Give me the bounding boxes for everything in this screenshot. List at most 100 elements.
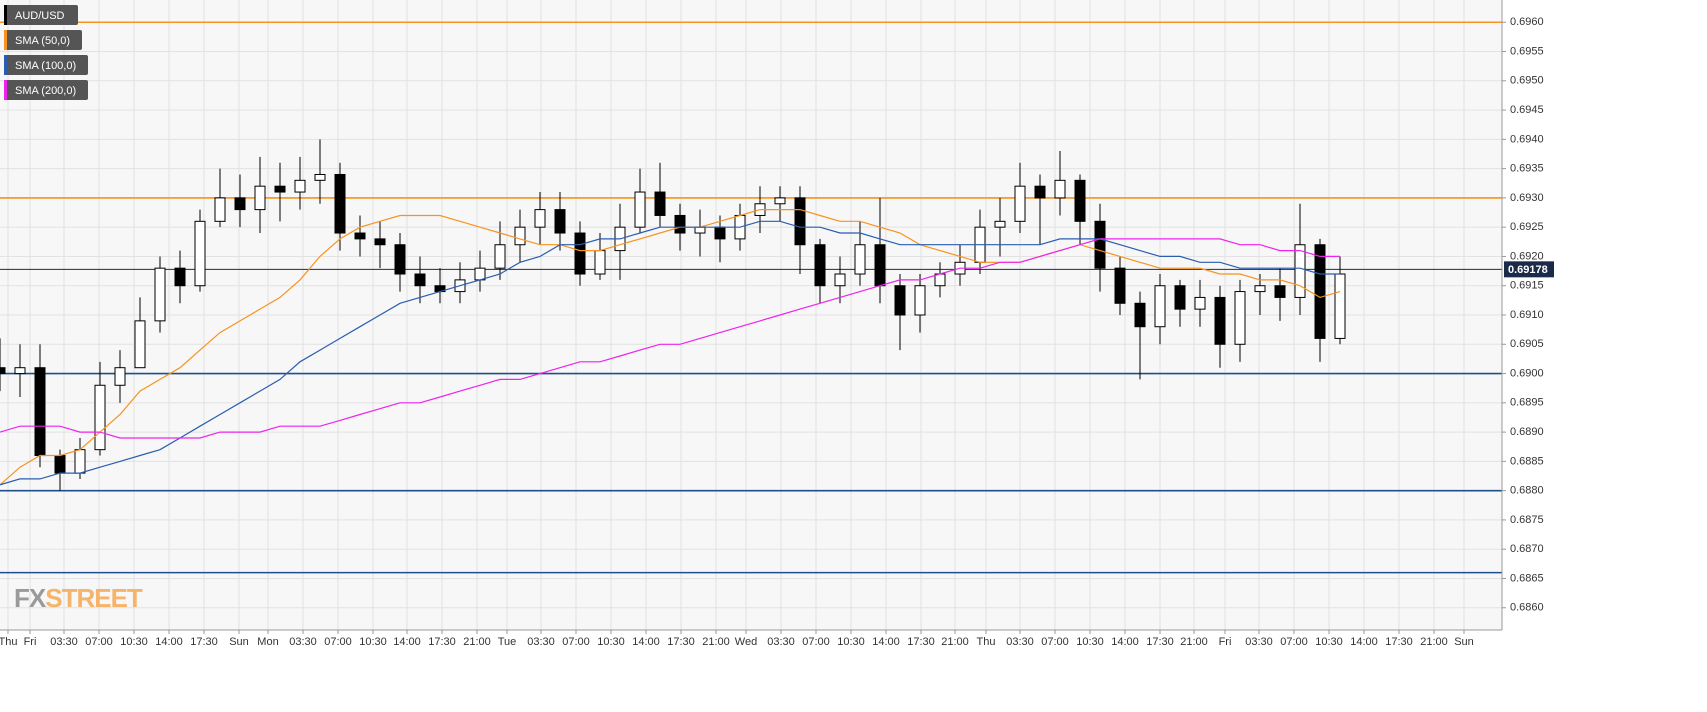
- candle-body: [134, 320, 146, 369]
- x-tick-label: 10:30: [1076, 636, 1104, 648]
- candle-body: [1014, 185, 1026, 222]
- legend-box: [4, 80, 88, 100]
- candle-body: [934, 273, 946, 287]
- x-tick-label: 10:30: [597, 636, 625, 648]
- candle-body: [14, 367, 26, 375]
- x-tick-label: 07:00: [1280, 636, 1308, 648]
- candle-body: [114, 367, 126, 386]
- x-tick-label: 21:00: [1180, 636, 1208, 648]
- candle-body: [254, 185, 266, 211]
- candle-body: [1174, 285, 1186, 310]
- y-tick-label: 0.6960: [1510, 16, 1544, 28]
- x-tick-label: Sun: [229, 636, 249, 648]
- x-tick-label: 07:00: [85, 636, 113, 648]
- sma-line: [0, 209, 1341, 486]
- x-tick-label: 10:30: [837, 636, 865, 648]
- candle-body: [514, 226, 526, 246]
- x-tick-label: 07:00: [324, 636, 352, 648]
- sma-line: [0, 220, 1340, 486]
- legend-swatch: [4, 80, 7, 100]
- candle-body: [154, 267, 166, 322]
- levels: [0, 21, 1502, 574]
- x-tick-label: 07:00: [802, 636, 830, 648]
- logo: FXSTREET: [14, 583, 143, 613]
- legend-label: SMA (50,0): [15, 35, 70, 47]
- candle-body: [334, 173, 346, 234]
- x-tick-label: Thu: [0, 636, 17, 648]
- y-tick-label: 0.6950: [1510, 75, 1544, 87]
- x-tick-label: 21:00: [941, 636, 969, 648]
- candle-body: [1234, 291, 1246, 345]
- x-tick-label: 14:00: [393, 636, 421, 648]
- candle-body: [554, 209, 566, 234]
- candle-body: [354, 232, 366, 240]
- candle-body: [774, 197, 786, 205]
- x-tick-label: 14:00: [632, 636, 660, 648]
- candle-body: [874, 244, 886, 287]
- legend-swatch: [4, 55, 7, 75]
- candle-body: [1034, 185, 1046, 199]
- candle-body: [1094, 220, 1106, 269]
- candle-body: [294, 179, 306, 193]
- candle-body: [534, 209, 546, 228]
- candle-body: [1074, 179, 1086, 222]
- x-tick-label: Thu: [977, 636, 996, 648]
- legend-swatch: [4, 30, 7, 50]
- candle-body: [94, 384, 106, 451]
- candle-body: [394, 244, 406, 275]
- x-tick-label: 17:30: [1385, 636, 1413, 648]
- candle-body: [674, 214, 686, 234]
- x-tick-label: Mon: [257, 636, 278, 648]
- y-tick-label: 0.6875: [1510, 514, 1544, 526]
- candle-body: [634, 191, 646, 228]
- candle-body: [314, 173, 326, 181]
- x-tick-label: 10:30: [359, 636, 387, 648]
- candle-body: [914, 285, 926, 316]
- y-tick-label: 0.6880: [1510, 485, 1544, 497]
- candle-body: [714, 226, 726, 240]
- legend-swatch: [4, 5, 7, 25]
- candle-body: [1134, 302, 1146, 328]
- x-tick-label: 17:30: [1146, 636, 1174, 648]
- y-tick-label: 0.6955: [1510, 45, 1544, 57]
- x-tick-label: 10:30: [120, 636, 148, 648]
- candle-body: [1214, 296, 1226, 345]
- y-tick-label: 0.6940: [1510, 133, 1544, 145]
- candle-body: [1314, 244, 1326, 339]
- candle-body: [834, 273, 846, 287]
- y-tick-label: 0.6860: [1510, 602, 1544, 614]
- y-tick-label: 0.6890: [1510, 426, 1544, 438]
- x-tick-label: 21:00: [1420, 636, 1448, 648]
- candle-body: [1334, 273, 1346, 339]
- legend-box: [4, 30, 82, 50]
- candle-body: [414, 273, 426, 287]
- legend-box: [4, 55, 88, 75]
- legend-label: SMA (100,0): [15, 60, 76, 72]
- x-tick-label: 14:00: [1350, 636, 1378, 648]
- candle-body: [1254, 285, 1266, 293]
- legend: AUD/USD SMA (50,0) SMA (100,0) SMA (200,0): [4, 5, 88, 100]
- candle-body: [654, 191, 666, 216]
- x-tick-label: 03:30: [1245, 636, 1273, 648]
- legend-label: SMA (200,0): [15, 85, 76, 97]
- candle-body: [214, 197, 226, 222]
- sma-line: [0, 238, 1340, 439]
- candles: [0, 139, 1346, 491]
- x-tick-label: Wed: [735, 636, 757, 648]
- candle-body: [74, 449, 86, 474]
- candle-body: [694, 226, 706, 234]
- candle-body: [794, 197, 806, 246]
- candle-body: [494, 244, 506, 269]
- candle-body: [234, 197, 246, 211]
- y-tick-label: 0.6915: [1510, 280, 1544, 292]
- x-tick-label: 17:30: [667, 636, 695, 648]
- candle-body: [274, 185, 286, 193]
- candle-body: [1114, 267, 1126, 304]
- x-tick-label: 21:00: [702, 636, 730, 648]
- candle-body: [1154, 285, 1166, 328]
- candle-body: [1294, 244, 1306, 298]
- x-tick-label: 21:00: [463, 636, 491, 648]
- logo-street: STREET: [45, 583, 143, 613]
- logo-fx: FX: [14, 583, 47, 613]
- x-tick-label: 03:30: [289, 636, 317, 648]
